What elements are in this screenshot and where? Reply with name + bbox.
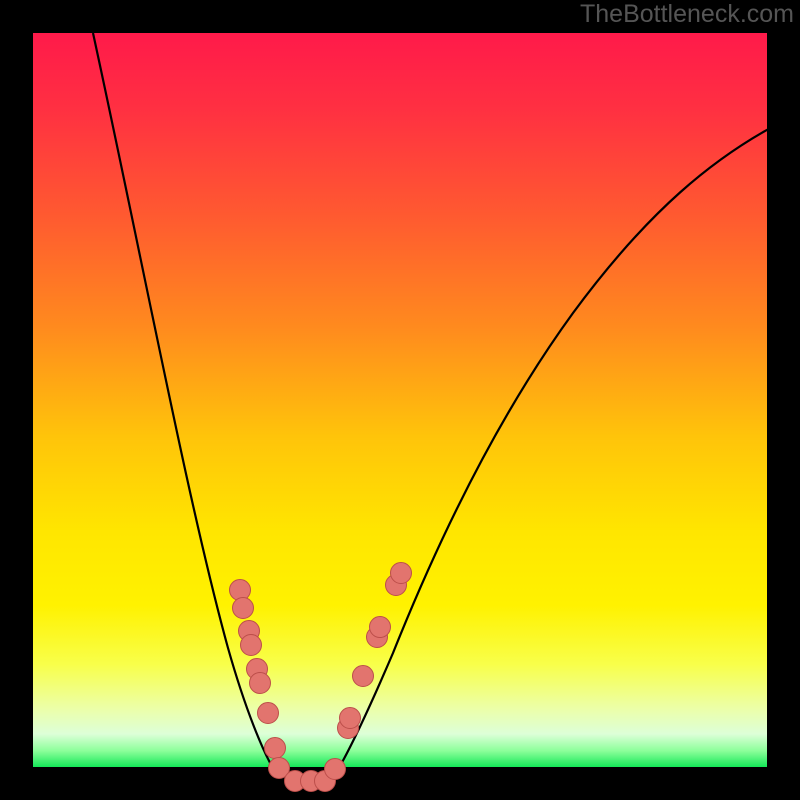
data-point [390,562,412,584]
curve-layer [33,33,767,767]
data-point [232,597,254,619]
watermark-text: TheBottleneck.com [580,0,794,29]
data-point [240,634,262,656]
data-point [339,707,361,729]
data-point [257,702,279,724]
data-point [264,737,286,759]
data-point [249,672,271,694]
left-curve [93,33,281,767]
data-point [324,758,346,780]
data-point [369,616,391,638]
chart-container: TheBottleneck.com [0,0,800,800]
plot-area [33,33,767,767]
right-curve [331,113,767,767]
data-point [352,665,374,687]
